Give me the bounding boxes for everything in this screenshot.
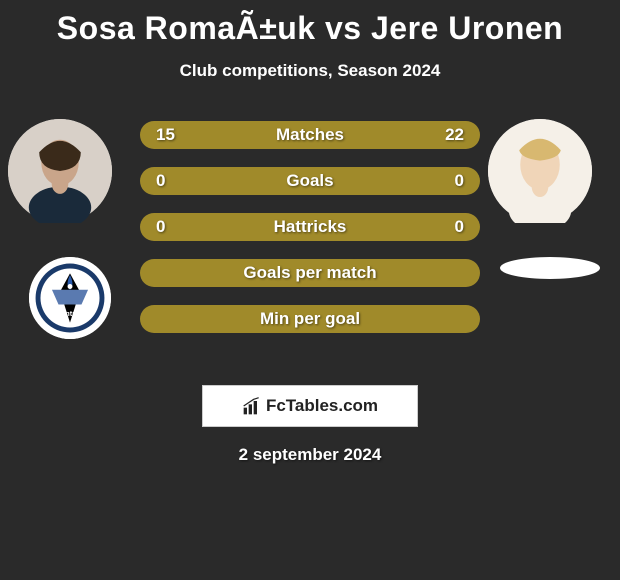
stat-left-value: 0 — [156, 171, 165, 191]
stat-label: Hattricks — [274, 217, 347, 237]
stat-left-value: 15 — [156, 125, 175, 145]
stat-row-matches: 15 Matches 22 — [140, 121, 480, 149]
stat-rows: 15 Matches 22 0 Goals 0 0 Hattricks 0 Go… — [140, 121, 480, 351]
stat-left-value: 0 — [156, 217, 165, 237]
bar-chart-icon — [242, 396, 262, 416]
stat-right-value: 0 — [455, 217, 464, 237]
stat-row-min-per-goal: Min per goal — [140, 305, 480, 333]
logo-text: FcTables.com — [266, 396, 378, 416]
player-left-avatar — [8, 119, 112, 223]
stat-label: Goals — [286, 171, 333, 191]
stat-label: Min per goal — [260, 309, 360, 329]
stat-right-value: 22 — [445, 125, 464, 145]
stats-area: Montréal 15 Matches 22 0 Goals 0 0 Hattr… — [0, 121, 620, 371]
fctables-logo-box: FcTables.com — [202, 385, 418, 427]
stat-row-goals-per-match: Goals per match — [140, 259, 480, 287]
club-right-badge — [500, 257, 600, 279]
date-line: 2 september 2024 — [0, 445, 620, 465]
player-right-avatar — [488, 119, 592, 223]
stat-row-goals: 0 Goals 0 — [140, 167, 480, 195]
club-left-badge: Montréal — [29, 257, 111, 339]
stat-row-hattricks: 0 Hattricks 0 — [140, 213, 480, 241]
stat-label: Goals per match — [243, 263, 376, 283]
svg-text:Montréal: Montréal — [55, 309, 86, 318]
subtitle: Club competitions, Season 2024 — [0, 61, 620, 81]
stat-right-value: 0 — [455, 171, 464, 191]
page-title: Sosa RomaÃ±uk vs Jere Uronen — [0, 0, 620, 47]
stat-label: Matches — [276, 125, 344, 145]
